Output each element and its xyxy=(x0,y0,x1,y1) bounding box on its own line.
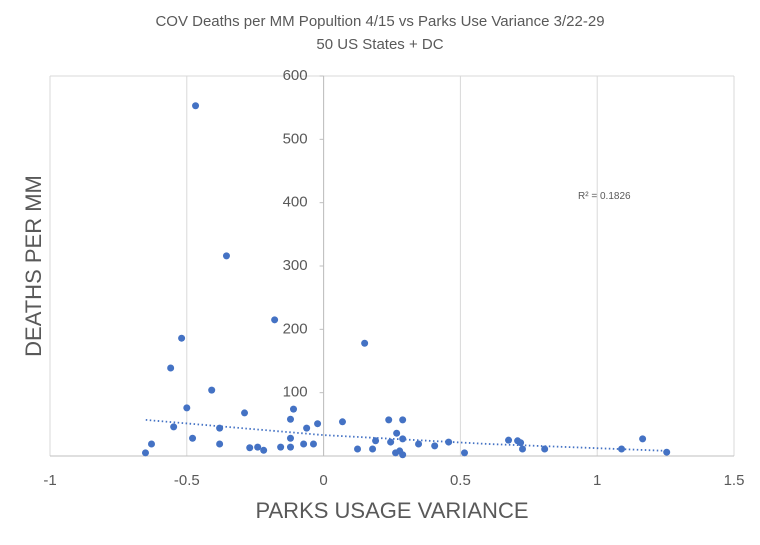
point xyxy=(354,445,362,453)
point xyxy=(461,449,469,457)
y-tick-label: 500 xyxy=(283,130,308,147)
y-axis-label: DEATHS PER MM xyxy=(21,175,46,357)
x-tick-label: 1.5 xyxy=(724,472,745,489)
point xyxy=(519,445,527,453)
point xyxy=(399,451,407,459)
point xyxy=(387,438,395,446)
x-tick-label: -0.5 xyxy=(174,472,200,489)
y-tick-label: 200 xyxy=(283,320,308,337)
point xyxy=(639,435,647,443)
point xyxy=(399,416,407,424)
point xyxy=(415,440,423,448)
point xyxy=(170,423,178,431)
point xyxy=(178,334,186,342)
point xyxy=(167,364,175,372)
point xyxy=(277,443,285,451)
x-axis-label: PARKS USAGE VARIANCE xyxy=(255,498,528,523)
point xyxy=(431,442,439,450)
point xyxy=(372,437,380,445)
x-tick-label: 0.5 xyxy=(450,472,471,489)
point xyxy=(246,444,254,452)
point xyxy=(300,440,308,448)
chart-subtitle: 50 US States + DC xyxy=(316,36,443,53)
point xyxy=(222,252,230,260)
point xyxy=(303,424,311,432)
point xyxy=(369,445,377,453)
point xyxy=(445,438,453,446)
point xyxy=(254,443,262,451)
point xyxy=(541,445,549,453)
point xyxy=(286,443,294,451)
point xyxy=(183,404,191,412)
x-tick-label: 1 xyxy=(593,472,601,489)
point xyxy=(141,449,149,457)
point xyxy=(399,435,407,443)
point xyxy=(286,415,294,423)
point xyxy=(385,416,393,424)
point xyxy=(338,418,346,426)
point xyxy=(216,424,224,432)
point xyxy=(192,102,200,110)
point xyxy=(361,339,369,347)
y-tick-label: 100 xyxy=(283,384,308,401)
point xyxy=(309,440,317,448)
point xyxy=(314,420,322,428)
point xyxy=(286,434,294,442)
x-tick-label: 0 xyxy=(319,472,327,489)
point xyxy=(618,445,626,453)
r-squared: R² = 0.1826 xyxy=(578,191,631,202)
point xyxy=(271,316,279,324)
point xyxy=(663,448,671,456)
point xyxy=(241,409,249,417)
point xyxy=(189,434,197,442)
point xyxy=(216,440,224,448)
point xyxy=(505,436,513,444)
point xyxy=(290,405,298,413)
y-tick-label: 300 xyxy=(283,257,308,274)
chart-title: COV Deaths per MM Popultion 4/15 vs Park… xyxy=(155,13,604,30)
y-tick-label: 400 xyxy=(283,194,308,211)
point xyxy=(260,446,268,454)
x-tick-label: -1 xyxy=(43,472,56,489)
point xyxy=(208,386,216,394)
point xyxy=(517,439,525,447)
point xyxy=(148,440,156,448)
point xyxy=(393,429,401,437)
y-tick-label: 600 xyxy=(283,67,308,84)
